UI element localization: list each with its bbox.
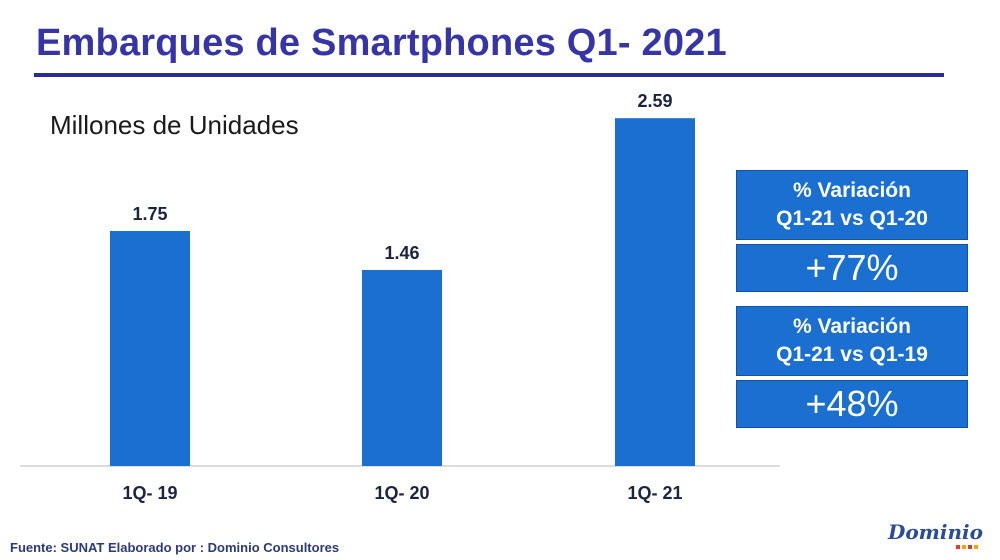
bar-2	[615, 118, 695, 466]
dominio-logo: Dominio	[888, 520, 983, 554]
data-label-2: 2.59	[637, 91, 672, 111]
variation-1-comparison: Q1-21 vs Q1-20	[776, 207, 928, 230]
variation-header-box-1: % Variación Q1-21 vs Q1-20	[736, 170, 968, 240]
variation-1-label: % Variación	[793, 179, 911, 202]
data-label-0: 1.75	[132, 204, 167, 224]
variation-value-box-1: +77%	[736, 244, 968, 292]
variation-2-comparison: Q1-21 vs Q1-19	[776, 343, 928, 366]
logo-dot-0	[956, 545, 960, 549]
variation-2-label: % Variación	[793, 315, 911, 338]
x-tick-label-0: 1Q- 19	[122, 483, 177, 503]
title-underline	[34, 73, 944, 77]
variation-2-value: +48%	[805, 383, 899, 424]
variation-1-value: +77%	[805, 247, 899, 288]
logo-dots	[888, 545, 978, 549]
chart-subtitle: Millones de Unidades	[50, 110, 299, 140]
source-footer: Fuente: SUNAT Elaborado por : Dominio Co…	[10, 540, 340, 555]
logo-dot-2	[968, 545, 972, 549]
data-label-1: 1.46	[384, 243, 419, 263]
logo-dot-3	[974, 545, 978, 549]
bar-1	[362, 269, 442, 466]
x-tick-label-2: 1Q- 21	[627, 483, 682, 503]
variation-header-box-2: % Variación Q1-21 vs Q1-19	[736, 306, 968, 376]
x-tick-label-1: 1Q- 20	[374, 483, 429, 503]
logo-dot-1	[962, 545, 966, 549]
logo-text: Dominio	[888, 520, 983, 544]
variation-value-box-2: +48%	[736, 380, 968, 428]
page-title: Embarques de Smartphones Q1- 2021	[36, 22, 727, 64]
bar-0	[110, 231, 190, 466]
